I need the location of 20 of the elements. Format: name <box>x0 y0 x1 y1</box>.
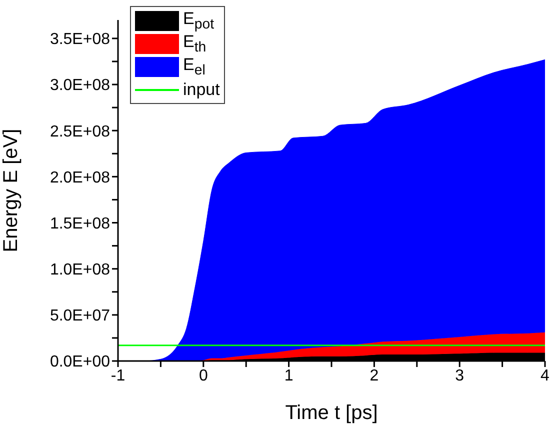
y-tick-label: 5.0E+07 <box>50 308 110 325</box>
y-tick-label: 1.5E+08 <box>50 215 110 232</box>
y-tick-label: 3.5E+08 <box>50 31 110 48</box>
x-tick-label: 0 <box>198 367 208 384</box>
x-tick-label: 2 <box>370 367 379 384</box>
x-tick-label: 3 <box>455 367 464 384</box>
legend-label: E$_{pot}$ <box>183 8 214 32</box>
legend-label: E$_{th}$ <box>183 32 206 56</box>
y-axis-title: Energy E [eV] <box>0 128 22 252</box>
y-tick-label: 2.0E+08 <box>50 169 110 186</box>
x-tick-label: -1 <box>110 367 126 384</box>
y-tick-label: 1.0E+08 <box>50 262 110 279</box>
y-tick-label: 2.5E+08 <box>50 123 110 140</box>
legend-label: input <box>183 80 220 100</box>
y-tick-label: 3.0E+08 <box>50 77 110 94</box>
x-axis-title: Time t [ps] <box>285 402 378 424</box>
x-tick-label: 1 <box>284 367 294 384</box>
legend-label: E$_{el}$ <box>183 54 206 78</box>
y-tick-label: 0.0E+00 <box>50 354 110 371</box>
x-tick-label: 4 <box>540 367 550 384</box>
